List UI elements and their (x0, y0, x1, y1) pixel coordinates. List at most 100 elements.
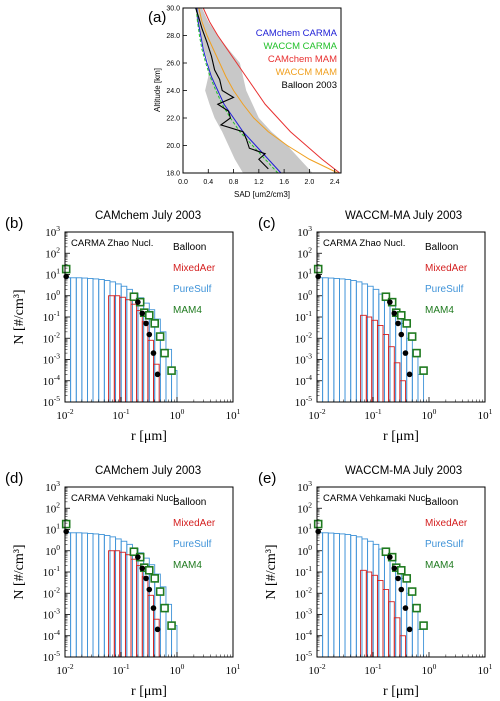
mixedaer-bar (119, 296, 126, 403)
y-tick-label: 103 (297, 224, 312, 239)
legend-entry-a: WACCM CARMA (263, 41, 337, 52)
mam4-point (396, 566, 406, 575)
y-tick-label: 10-4 (295, 628, 312, 643)
x-tick-label: 10-2 (308, 407, 325, 422)
legend-entry: PureSulf (425, 539, 464, 550)
y-tick-label: 10-4 (43, 373, 60, 388)
balloon-point (135, 554, 141, 560)
mam4-point (407, 587, 417, 596)
x-tick-label-a: 2.0 (305, 179, 315, 186)
balloon-point (398, 586, 405, 593)
mam4-point (61, 519, 71, 529)
balloon-point (146, 586, 153, 593)
mam4-points (313, 264, 428, 375)
y-tick-label: 100 (297, 288, 312, 303)
balloon-point (391, 565, 398, 572)
x-tick-label-a: 0.0 (178, 179, 188, 186)
panel-title: WACCM-MA July 2003 (345, 465, 462, 477)
series-line-4 (195, 7, 269, 170)
mam4-point (160, 348, 169, 358)
balloon-point (402, 350, 409, 356)
balloon-point (143, 575, 149, 582)
puresulf-bar (383, 298, 391, 403)
mam4-point (167, 366, 176, 375)
legend: Balloon MixedAer PureSulf MAM4 (425, 242, 468, 316)
x-tick-label: 100 (170, 407, 185, 422)
balloon-point (391, 310, 398, 317)
mam4-point (144, 311, 154, 320)
x-tick-label-a: 1.2 (254, 179, 264, 186)
balloon-point (154, 371, 161, 378)
legend-entry-a: Balloon 2003 (282, 80, 337, 91)
balloon-point (398, 331, 405, 338)
mam4-point (402, 319, 412, 328)
mixedaer-bar (388, 346, 395, 403)
x-tick-label-a: 0.8 (229, 179, 239, 186)
x-tick-label-a: 2.4 (330, 179, 340, 186)
x-ticks: 10-2 10-1 100 101 (56, 397, 241, 422)
x-ticks: 10-2 10-1 100 101 (56, 652, 241, 677)
mam4-point (313, 264, 323, 274)
x-tick-label: 10-2 (56, 407, 73, 422)
mixedaer-bar (376, 325, 384, 403)
mam4-point (381, 547, 391, 557)
y-tick-label-a: 20.0 (166, 143, 180, 150)
legend-entry-a: WACCM MAM (276, 67, 337, 78)
annotation: CARMA Vehkamaki Nucl. (71, 493, 178, 504)
puresulf-bar (383, 553, 391, 658)
mam4-point (407, 332, 417, 341)
y-tick-label: 100 (45, 543, 60, 558)
puresulf-bar (75, 277, 83, 403)
balloon-point (146, 331, 153, 338)
y-axis-label: N [#/cm³] (12, 289, 27, 344)
puresulf-bar (87, 533, 94, 658)
puresulf-bar (378, 548, 385, 658)
puresulf-bar (355, 281, 363, 403)
series-line-3 (198, 7, 339, 174)
puresulf-bar (103, 535, 111, 658)
mam4-point (419, 621, 428, 630)
y-tick-label: 10-3 (295, 607, 312, 622)
puresulf-bars (316, 532, 425, 658)
x-tick-label: 10-2 (56, 662, 73, 677)
y-tick-label: 101 (45, 267, 60, 282)
y-tick-label: 10-5 (295, 394, 312, 409)
x-axis-label: r [μm] (131, 684, 167, 699)
puresulf-bar (70, 532, 77, 658)
balloon-range-band (195, 8, 313, 173)
puresulf-bar (327, 532, 335, 658)
mixedaer-bar (108, 295, 115, 403)
mixedaer-bar (108, 550, 115, 658)
y-tick-label: 10-2 (43, 330, 60, 345)
mam4-point (381, 292, 391, 302)
y-tick-label: 10-3 (43, 607, 60, 622)
mixedaer-bar (371, 319, 378, 403)
y-axis-label: N [#/cm³] (264, 544, 279, 599)
x-tick-label: 101 (226, 662, 241, 677)
legend-entry-a: CAMchem MAM (268, 54, 337, 65)
mixedaer-bar (399, 380, 406, 403)
x-ticks-a: 0.0 0.4 0.8 1.2 1.6 2.0 2.4 (178, 169, 340, 186)
mam4-point (144, 566, 154, 575)
legend-entry: MixedAer (425, 518, 468, 529)
y-tick-label: 10-2 (43, 585, 60, 600)
mam4-point (313, 519, 323, 529)
y-tick-label: 101 (297, 522, 312, 537)
puresulf-bar (417, 373, 425, 403)
puresulf-bar (316, 277, 324, 403)
mam4-point (167, 621, 176, 630)
mixedaer-bar (388, 601, 395, 658)
legend-entry: PureSulf (425, 284, 464, 295)
x-axis-label: r [μm] (383, 684, 419, 699)
panel-c: (c) WACCM-MA July 200310-510-410-310-210-… (258, 210, 493, 444)
y-tick-label-a: 28.0 (166, 33, 180, 40)
puresulf-bar (367, 540, 374, 658)
puresulf-bars (316, 277, 425, 403)
y-tick-label-a: 24.0 (166, 88, 180, 95)
x-tick-label: 101 (226, 407, 241, 422)
puresulf-bar (131, 292, 139, 403)
y-tick-label: 103 (45, 479, 60, 494)
y-tick-label: 10-5 (295, 649, 312, 664)
puresulf-bar (81, 277, 88, 403)
balloon-points (315, 273, 413, 378)
